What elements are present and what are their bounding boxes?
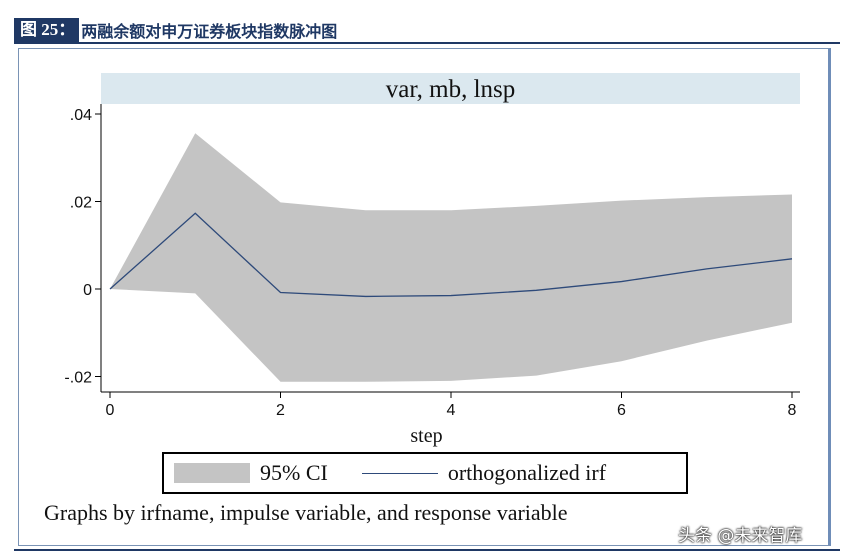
figure-header: 图 25： 两融余额对申万证券板块指数脉冲图 — [14, 18, 337, 42]
chart-frame — [18, 48, 831, 546]
chart-title-bar — [101, 73, 800, 104]
irf-line — [109, 212, 793, 298]
figure-title: 两融余额对申万证券板块指数脉冲图 — [81, 22, 338, 41]
x-tick-label: 8 — [788, 402, 797, 419]
chart-title: var, mb, lnsp — [386, 76, 516, 103]
footer-rule — [14, 549, 840, 551]
graph-note: Graphs by irfname, impulse variable, and… — [44, 500, 568, 525]
x-axis-label: step — [410, 425, 442, 447]
header-rule — [14, 42, 840, 44]
ci-band — [110, 133, 792, 382]
watermark: 头条 @未来智库 — [678, 526, 803, 546]
y-tick-label: 0 — [83, 282, 92, 299]
figure-number: 图 25： — [14, 18, 80, 42]
x-tick-label: 6 — [617, 402, 626, 419]
legend-swatch-irf — [361, 472, 438, 474]
x-tick-label: 4 — [447, 402, 456, 419]
legend-swatch-ci — [174, 463, 250, 483]
x-tick-label: 2 — [276, 402, 285, 419]
y-tick-label: .04 — [70, 107, 92, 124]
x-tick-label: 0 — [106, 402, 115, 419]
y-tick-label: -.02 — [64, 370, 92, 387]
y-tick-label: .02 — [70, 195, 92, 212]
legend: 95% CI orthogonalized irf — [162, 452, 688, 494]
legend-label-ci: 95% CI — [260, 460, 328, 485]
legend-label-irf: orthogonalized irf — [447, 460, 607, 485]
